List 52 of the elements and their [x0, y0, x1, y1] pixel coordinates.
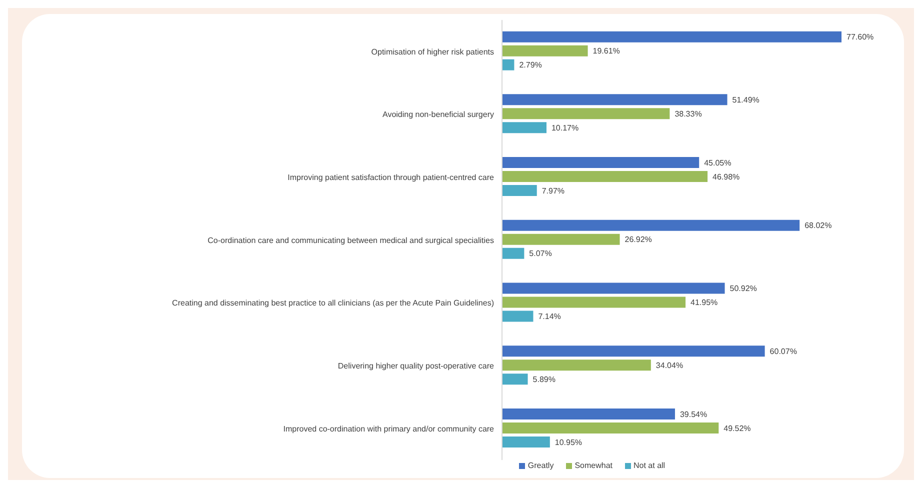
bar [502, 220, 800, 231]
data-label: 19.61% [592, 46, 620, 56]
data-label: 39.54% [680, 410, 708, 419]
bar [502, 108, 670, 120]
bar [502, 31, 842, 42]
data-label: 68.02% [804, 221, 832, 230]
bar [502, 282, 725, 294]
bar [502, 185, 537, 196]
y-tick-label: Improved co-ordination with primary and/or community care [283, 424, 495, 434]
bar [502, 374, 528, 385]
data-label: 5.89% [532, 374, 556, 384]
legend-label: Not at all [632, 461, 666, 470]
data-label: 41.95% [690, 298, 718, 308]
legend-label: Greatly [526, 461, 554, 470]
bar [502, 59, 514, 70]
data-label: 49.52% [724, 424, 751, 433]
bar [502, 310, 534, 322]
data-label: 60.07% [770, 346, 797, 356]
bar [502, 234, 620, 245]
y-tick-label: Optimisation of higher risk patients [371, 47, 494, 56]
y-tick-label: Delivering higher quality post-operative care [338, 362, 495, 371]
bar [502, 94, 728, 106]
bar [502, 346, 765, 357]
bar [502, 248, 524, 259]
data-label: 77.60% [846, 32, 874, 42]
data-label: 34.04% [656, 360, 684, 370]
data-label: 2.79% [519, 60, 542, 70]
data-label: 50.92% [730, 284, 757, 294]
data-label: 7.97% [542, 186, 565, 196]
bar [502, 360, 651, 371]
bar [502, 408, 675, 420]
bar [502, 45, 588, 56]
bar [502, 157, 700, 168]
bar [502, 296, 686, 308]
data-label: 5.07% [529, 249, 552, 258]
y-tick-label: Creating and disseminating best practice to all clinicians (as per the Acute Pain Guidelines) [172, 298, 494, 308]
bar [502, 422, 719, 434]
data-label: 46.98% [712, 172, 740, 182]
data-label: 26.92% [624, 235, 652, 244]
data-label: 10.95% [554, 438, 582, 447]
data-label: 10.17% [551, 124, 579, 133]
legend-label: Somewhat [574, 461, 612, 470]
bar [502, 436, 550, 448]
data-label: 51.49% [732, 96, 760, 105]
data-label: 7.14% [538, 312, 561, 322]
bar [502, 171, 708, 182]
bar [502, 122, 546, 134]
data-label: 45.05% [704, 158, 732, 168]
y-tick-label: Improving patient satisfaction through patient-centred care [288, 172, 495, 182]
data-label: 38.33% [674, 110, 702, 119]
y-tick-label: Co-ordination care and communicating between medical and surgical specialities [208, 236, 494, 245]
y-tick-label: Avoiding non-beneficial surgery [382, 110, 494, 120]
